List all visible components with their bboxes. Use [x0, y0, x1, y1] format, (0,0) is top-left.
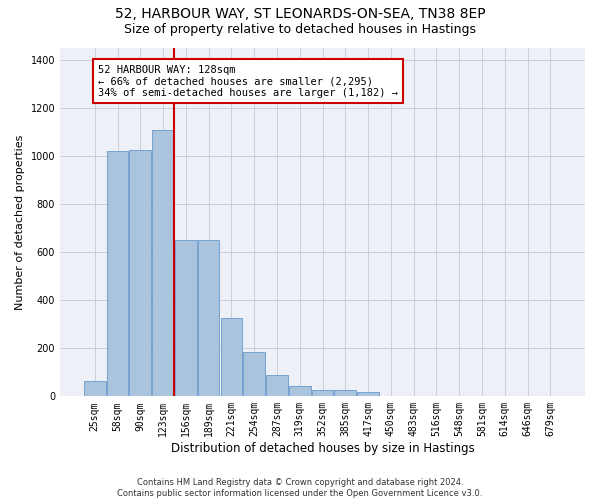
Bar: [244, 352, 265, 397]
Bar: [130, 150, 151, 396]
Bar: [84, 380, 106, 396]
Bar: [175, 240, 197, 396]
Bar: [357, 392, 379, 396]
Text: Size of property relative to detached houses in Hastings: Size of property relative to detached ho…: [124, 22, 476, 36]
Bar: [107, 151, 128, 396]
Bar: [152, 130, 174, 396]
Bar: [312, 390, 334, 396]
Text: Contains HM Land Registry data © Crown copyright and database right 2024.
Contai: Contains HM Land Registry data © Crown c…: [118, 478, 482, 498]
Bar: [334, 390, 356, 396]
Bar: [198, 240, 220, 396]
Bar: [289, 386, 311, 396]
Text: 52 HARBOUR WAY: 128sqm
← 66% of detached houses are smaller (2,295)
34% of semi-: 52 HARBOUR WAY: 128sqm ← 66% of detached…: [98, 64, 398, 98]
Text: 52, HARBOUR WAY, ST LEONARDS-ON-SEA, TN38 8EP: 52, HARBOUR WAY, ST LEONARDS-ON-SEA, TN3…: [115, 8, 485, 22]
Y-axis label: Number of detached properties: Number of detached properties: [15, 134, 25, 310]
Bar: [221, 318, 242, 396]
X-axis label: Distribution of detached houses by size in Hastings: Distribution of detached houses by size …: [170, 442, 475, 455]
Bar: [266, 374, 288, 396]
